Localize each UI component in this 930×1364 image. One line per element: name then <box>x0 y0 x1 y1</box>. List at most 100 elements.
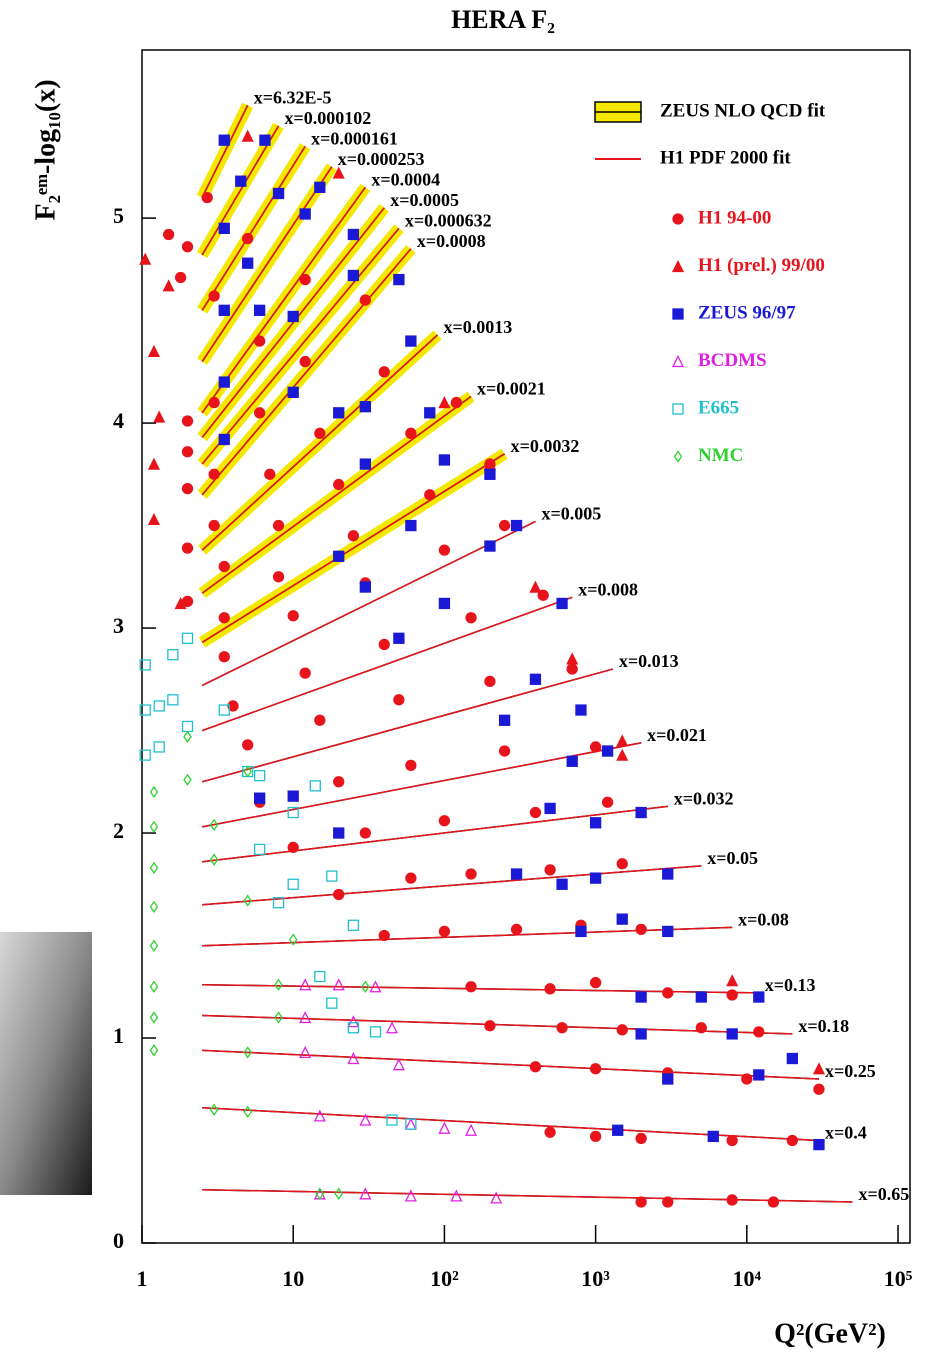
data-point <box>498 519 511 532</box>
portrait-photo <box>0 932 92 1195</box>
bin-label: x=0.032 <box>674 789 734 809</box>
x-tick-label: 10² <box>430 1266 459 1291</box>
data-point <box>438 925 451 938</box>
data-point <box>264 468 276 480</box>
data-point <box>490 1191 503 1204</box>
bin-label: x=0.18 <box>798 1016 849 1036</box>
data-point <box>510 923 523 936</box>
data-point <box>333 888 345 901</box>
data-point <box>254 769 266 782</box>
bin-label: x=0.008 <box>578 579 638 599</box>
bin-label: x=0.005 <box>541 504 601 524</box>
data-point <box>287 790 299 802</box>
data-point <box>566 652 579 665</box>
h1-fit-line <box>202 926 733 947</box>
data-point <box>334 1187 344 1200</box>
data-point <box>544 802 556 815</box>
y-tick-label: 5 <box>113 203 124 228</box>
data-point <box>464 1123 478 1136</box>
data-point <box>259 134 271 146</box>
data-point <box>450 396 463 409</box>
h1-fit-line <box>201 105 249 198</box>
data-point <box>662 987 674 999</box>
data-point <box>386 1114 398 1126</box>
data-point <box>326 997 338 1009</box>
h1-fit-line <box>201 186 366 414</box>
data-point <box>359 401 371 413</box>
data-point <box>309 780 321 792</box>
data-point <box>616 1024 628 1036</box>
data-point <box>612 1124 624 1136</box>
data-point <box>347 530 360 542</box>
x-tick-label: 10⁴ <box>733 1266 762 1291</box>
data-point <box>299 208 311 220</box>
data-point <box>484 468 496 480</box>
data-point <box>254 792 266 804</box>
data-point <box>393 694 405 706</box>
data-point <box>218 560 230 573</box>
data-point <box>465 612 477 624</box>
legend-marker <box>672 403 684 415</box>
bin-label: x=0.0021 <box>477 379 546 399</box>
data-point <box>254 304 266 316</box>
data-point <box>359 458 371 470</box>
data-point <box>183 773 192 786</box>
data-point <box>201 191 213 204</box>
data-point <box>272 571 285 583</box>
bin-label: x=0.000102 <box>285 108 372 128</box>
data-point <box>566 663 578 675</box>
legend-label: NMC <box>698 445 743 466</box>
data-point <box>359 1187 372 1200</box>
data-point <box>274 978 283 991</box>
data-point <box>332 978 345 991</box>
data-point <box>139 704 151 716</box>
data-point <box>243 1046 252 1059</box>
data-point <box>181 483 194 495</box>
bin-label: x=6.32E-5 <box>254 87 332 107</box>
data-point <box>544 1126 556 1138</box>
data-point <box>208 290 220 302</box>
data-point <box>662 868 674 880</box>
data-point <box>218 376 230 388</box>
data-point <box>218 304 230 316</box>
data-point <box>616 913 628 925</box>
legend-label: H1 PDF 2000 fit <box>660 147 791 168</box>
data-point <box>314 714 326 726</box>
legend-label: ZEUS NLO QCD fit <box>660 100 826 121</box>
data-point <box>566 755 578 767</box>
data-point <box>359 827 371 839</box>
data-point <box>254 843 266 856</box>
data-point <box>726 974 739 987</box>
y-axis-label: F₂ᵉᵐ-log₁₀(x) <box>30 79 61 220</box>
h1-fit-line <box>202 805 668 863</box>
data-point <box>209 818 219 831</box>
data-point <box>299 273 311 286</box>
data-point <box>149 900 159 913</box>
h1-fit-line <box>202 1049 820 1080</box>
data-point <box>162 279 175 292</box>
legend-label: H1 94-00 <box>698 207 771 228</box>
data-point <box>243 1105 252 1118</box>
h1-fit-line <box>201 166 333 362</box>
data-point <box>333 827 345 839</box>
data-point <box>753 991 765 1003</box>
data-point <box>235 175 247 187</box>
data-point <box>153 700 165 712</box>
data-point <box>393 632 405 644</box>
data-point <box>405 759 417 772</box>
data-point <box>314 427 326 439</box>
bin-label: x=0.65 <box>859 1184 910 1204</box>
data-point <box>149 980 159 993</box>
h1-fit-line <box>202 865 702 906</box>
data-point <box>347 1015 360 1028</box>
data-point <box>287 806 299 819</box>
data-point <box>753 1026 765 1038</box>
data-point <box>405 519 417 532</box>
data-point <box>484 1020 496 1032</box>
data-point <box>347 1022 360 1034</box>
data-point <box>359 581 371 593</box>
data-point <box>209 1103 219 1116</box>
data-point <box>753 1069 765 1081</box>
data-point <box>405 427 417 439</box>
data-point <box>662 925 674 938</box>
